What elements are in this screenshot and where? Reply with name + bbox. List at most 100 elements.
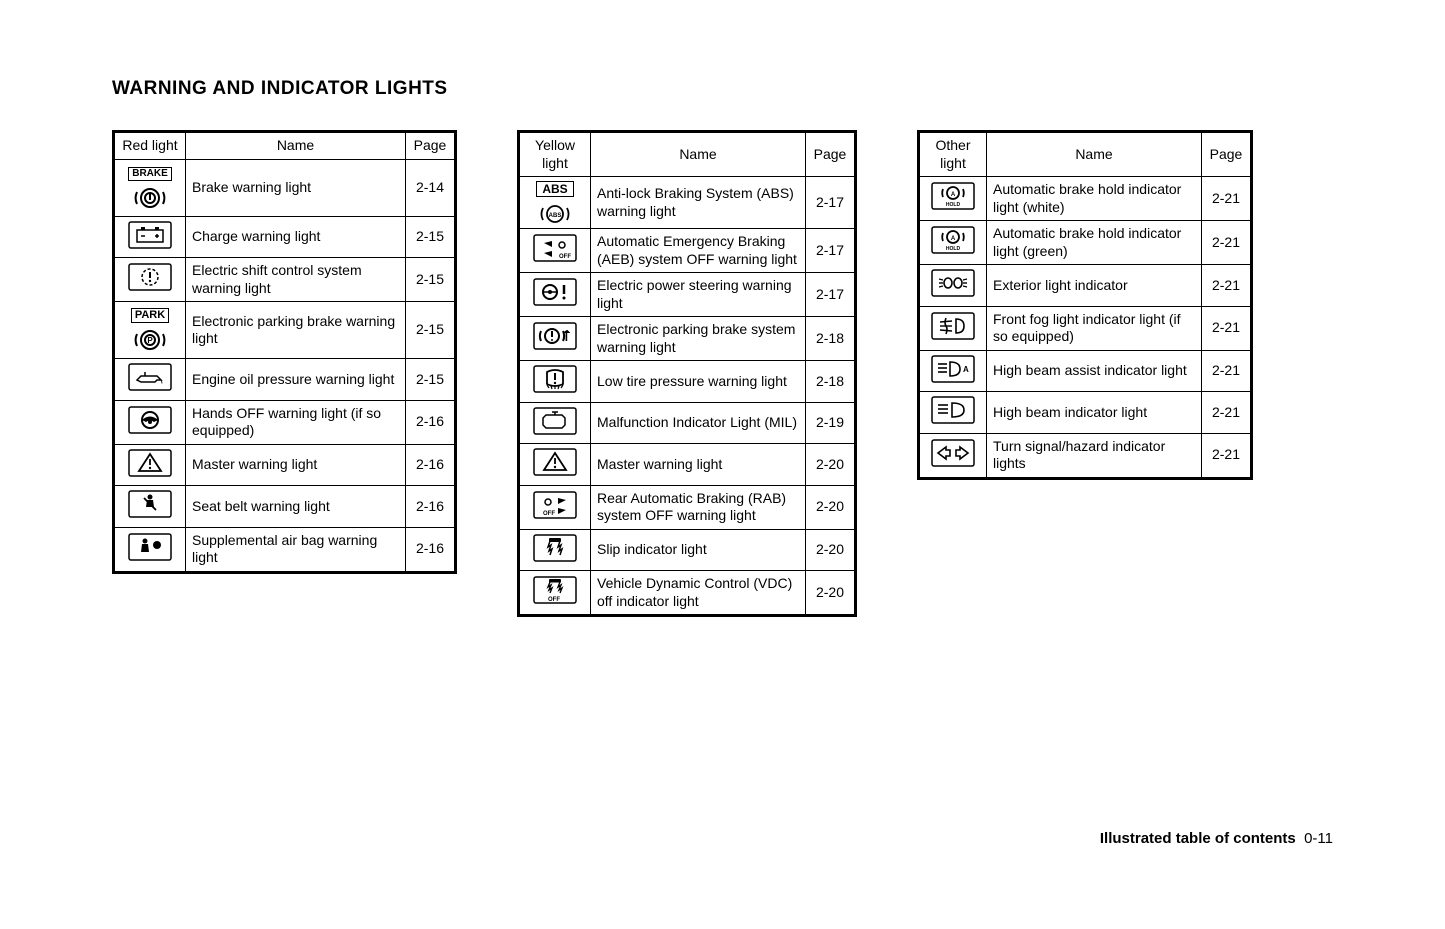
page-cell: 2-17 [806, 229, 856, 273]
name-cell: Exterior light indicator [987, 265, 1202, 307]
table-row: OFF Automatic Emergency Braking (AEB) sy… [519, 229, 856, 273]
slip-icon [532, 533, 578, 563]
svg-text:OFF: OFF [543, 511, 555, 517]
icon-cell [519, 402, 591, 444]
rab-off-icon: OFF [532, 490, 578, 520]
page-cell: 2-17 [806, 177, 856, 229]
page-cell: 2-18 [806, 317, 856, 361]
table-row: AHOLD Automatic brake hold indicator lig… [919, 221, 1252, 265]
page-cell: 2-15 [406, 258, 456, 302]
seatbelt-icon [127, 489, 173, 519]
name-cell: Electric power steering warning light [591, 273, 806, 317]
table-row: Electric power steering warning light 2-… [519, 273, 856, 317]
hold-icon: AHOLD [930, 181, 976, 211]
table-row: ABSABS Anti-lock Braking System (ABS) wa… [519, 177, 856, 229]
table-row: Slip indicator light 2-20 [519, 529, 856, 571]
col-header-page: Page [806, 132, 856, 177]
steering-icon [127, 405, 173, 435]
table-row: Hands OFF warning light (if so equipped)… [114, 400, 456, 444]
turn-icon [930, 438, 976, 468]
svg-text:P: P [147, 336, 153, 345]
page-cell: 2-20 [806, 571, 856, 616]
table-row: Master warning light 2-16 [114, 444, 456, 486]
page-footer: Illustrated table of contents 0-11 [1100, 830, 1333, 847]
name-cell: Master warning light [186, 444, 406, 486]
footer-page: 0-11 [1304, 830, 1333, 847]
table-row: Engine oil pressure warning light 2-15 [114, 359, 456, 401]
page-cell: 2-19 [806, 402, 856, 444]
icon-cell: PARKP [114, 302, 186, 359]
icon-cell [919, 433, 987, 478]
name-cell: Automatic Emergency Braking (AEB) system… [591, 229, 806, 273]
name-cell: Seat belt warning light [186, 486, 406, 528]
epb-sys-icon [532, 321, 578, 351]
page-cell: 2-20 [806, 529, 856, 571]
vdc-off-icon: OFF [532, 575, 578, 605]
name-cell: Master warning light [591, 444, 806, 486]
page-cell: 2-18 [806, 361, 856, 403]
triangle-icon [532, 447, 578, 477]
icon-cell: OFF [519, 229, 591, 273]
icon-cell: OFF [519, 485, 591, 529]
name-cell: Front fog light indicator light (if so e… [987, 306, 1202, 350]
name-cell: High beam indicator light [987, 392, 1202, 434]
page-cell: 2-16 [406, 486, 456, 528]
page-cell: 2-16 [406, 527, 456, 572]
hba-icon: A [930, 354, 976, 384]
park-icon: PARKP [127, 308, 173, 355]
name-cell: High beam assist indicator light [987, 350, 1202, 392]
icon-cell [114, 444, 186, 486]
name-cell: Supplemental air bag warning light [186, 527, 406, 572]
col-header-page: Page [1202, 132, 1252, 177]
page-cell: 2-21 [1202, 433, 1252, 478]
table-row: Turn signal/hazard indicator lights 2-21 [919, 433, 1252, 478]
table-row: Front fog light indicator light (if so e… [919, 306, 1252, 350]
table-row: Master warning light 2-20 [519, 444, 856, 486]
table-row: Low tire pressure warning light 2-18 [519, 361, 856, 403]
icon-cell [114, 527, 186, 572]
table-row: Electric shift control system warning li… [114, 258, 456, 302]
name-cell: Rear Automatic Braking (RAB) system OFF … [591, 485, 806, 529]
col-header-page: Page [406, 132, 456, 160]
hold-icon: AHOLD [930, 225, 976, 255]
name-cell: Malfunction Indicator Light (MIL) [591, 402, 806, 444]
svg-text:OFF: OFF [559, 254, 571, 260]
name-cell: Brake warning light [186, 159, 406, 216]
table-row: BRAKE Brake warning light 2-14 [114, 159, 456, 216]
fog-icon [930, 311, 976, 341]
page-cell: 2-16 [406, 444, 456, 486]
name-cell: Vehicle Dynamic Control (VDC) off indica… [591, 571, 806, 616]
table-row: Malfunction Indicator Light (MIL) 2-19 [519, 402, 856, 444]
page-cell: 2-21 [1202, 392, 1252, 434]
name-cell: Low tire pressure warning light [591, 361, 806, 403]
col-header-name: Name [987, 132, 1202, 177]
mil-icon [532, 406, 578, 436]
exterior-icon [930, 268, 976, 298]
col-header-name: Name [186, 132, 406, 160]
name-cell: Electric shift control system warning li… [186, 258, 406, 302]
icon-cell: AHOLD [919, 177, 987, 221]
name-cell: Slip indicator light [591, 529, 806, 571]
icon-cell [114, 486, 186, 528]
col-header-icon: Yellow light [519, 132, 591, 177]
oil-icon [127, 362, 173, 392]
icon-cell [919, 265, 987, 307]
page-cell: 2-21 [1202, 306, 1252, 350]
page-heading: WARNING AND INDICATOR LIGHTS [112, 78, 448, 100]
page-cell: 2-20 [806, 444, 856, 486]
col-header-icon: Red light [114, 132, 186, 160]
yellow-light-table: Yellow light Name Page ABSABS Anti-lock … [517, 130, 857, 617]
red-light-table: Red light Name Page BRAKE Brake warning … [112, 130, 457, 574]
eps-icon [532, 277, 578, 307]
page-cell: 2-21 [1202, 265, 1252, 307]
page-cell: 2-16 [406, 400, 456, 444]
svg-text:HOLD: HOLD [946, 202, 961, 208]
icon-cell [114, 400, 186, 444]
page-cell: 2-21 [1202, 221, 1252, 265]
table-row: AHOLD Automatic brake hold indicator lig… [919, 177, 1252, 221]
table-row: Supplemental air bag warning light 2-16 [114, 527, 456, 572]
aeb-off-icon: OFF [532, 233, 578, 263]
gear-excl-icon [127, 262, 173, 292]
icon-cell [114, 216, 186, 258]
page-cell: 2-15 [406, 216, 456, 258]
